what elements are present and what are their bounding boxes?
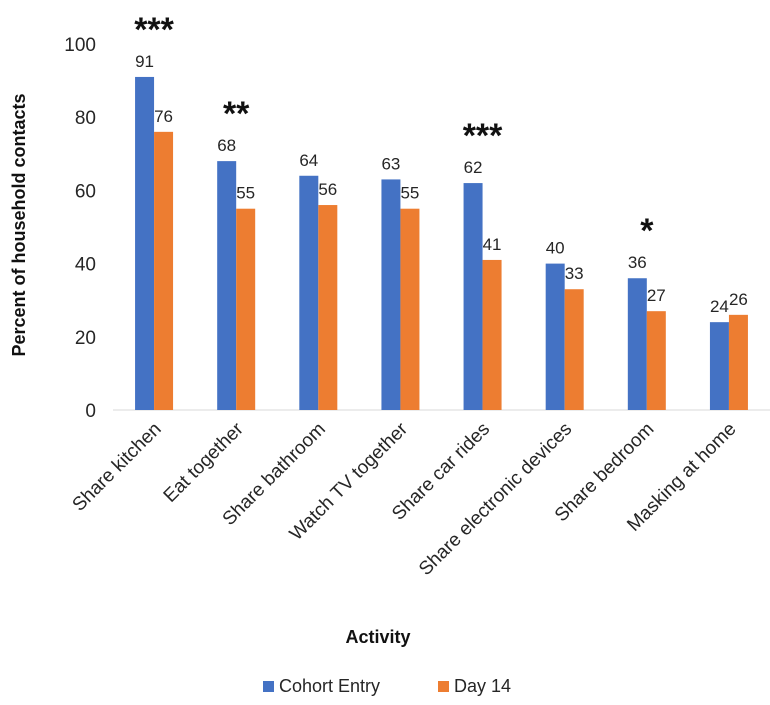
- y-tick-label: 0: [85, 401, 96, 422]
- x-tick-label: Eat together: [160, 418, 249, 507]
- bar-cohort-entry: [135, 76, 155, 410]
- bar-cohort-entry: [217, 161, 237, 410]
- significance-mark: **: [223, 95, 250, 133]
- bar-cohort-entry: [545, 263, 565, 410]
- data-label: 36: [628, 253, 647, 272]
- data-label: 40: [546, 239, 565, 258]
- x-tick-label: Share kitchen: [69, 419, 166, 516]
- data-label: 91: [135, 52, 154, 71]
- significance-mark: ***: [134, 11, 174, 49]
- bar-day-14: [728, 314, 748, 410]
- bar-day-14: [236, 208, 256, 410]
- legend-swatch: [263, 681, 274, 692]
- y-tick-label: 40: [75, 255, 96, 276]
- bar-day-14: [318, 205, 338, 410]
- bar-day-14: [646, 311, 666, 410]
- data-label: 64: [299, 151, 318, 170]
- significance-marks: *********: [134, 11, 654, 250]
- legend-swatch: [438, 681, 449, 692]
- bar-cohort-entry: [299, 175, 319, 410]
- data-label: 33: [565, 264, 584, 283]
- data-label: 56: [318, 180, 337, 199]
- y-tick-label: 80: [75, 108, 96, 129]
- data-label: 76: [154, 107, 173, 126]
- data-label: 63: [381, 154, 400, 173]
- bars: [135, 76, 748, 410]
- bar-cohort-entry: [627, 278, 647, 410]
- significance-mark: *: [640, 212, 654, 250]
- y-axis-title: Percent of household contacts: [9, 93, 29, 356]
- bar-day-14: [482, 259, 502, 410]
- legend-label: Day 14: [454, 676, 511, 696]
- bar-cohort-entry: [709, 322, 729, 410]
- bar-cohort-entry: [381, 179, 401, 410]
- data-label: 62: [464, 158, 483, 177]
- legend: Cohort Entry Day 14: [263, 676, 511, 696]
- legend-label: Cohort Entry: [279, 676, 380, 696]
- y-tick-label: 100: [64, 35, 96, 56]
- data-label: 55: [400, 184, 419, 203]
- data-label: 68: [217, 136, 236, 155]
- data-label: 27: [647, 286, 666, 305]
- x-axis-title: Activity: [345, 627, 410, 647]
- bar-day-14: [154, 131, 174, 410]
- y-tick-label: 20: [75, 328, 96, 349]
- data-label: 26: [729, 290, 748, 309]
- y-tick-label: 60: [75, 181, 96, 202]
- data-label: 41: [483, 235, 502, 254]
- bar-day-14: [400, 208, 420, 410]
- bar-day-14: [564, 289, 584, 410]
- significance-mark: ***: [463, 117, 503, 155]
- data-label: 24: [710, 297, 729, 316]
- data-label: 55: [236, 184, 255, 203]
- x-tick-label: Share electronic devices: [415, 419, 576, 580]
- bar-cohort-entry: [463, 183, 483, 410]
